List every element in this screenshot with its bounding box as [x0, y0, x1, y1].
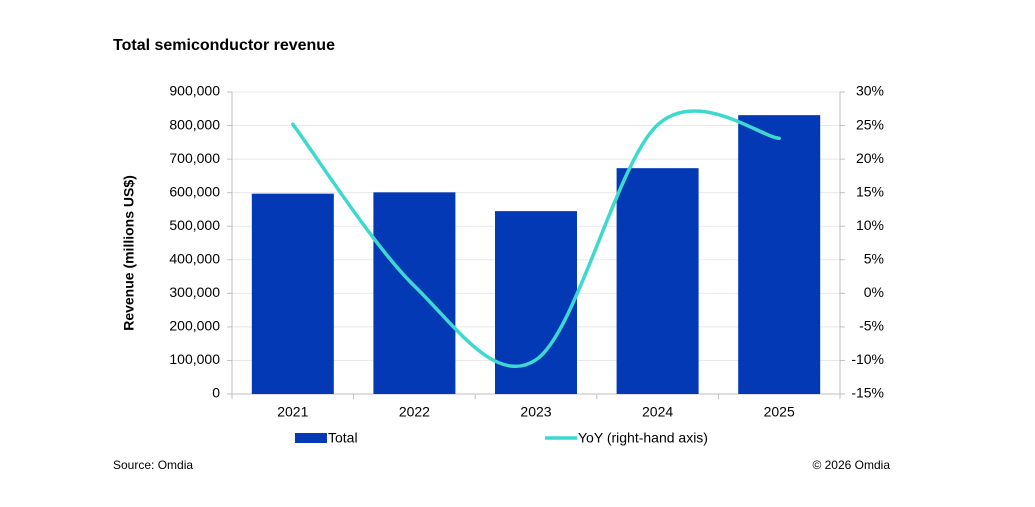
source: Source: Omdia [113, 458, 193, 472]
y-tick-label: 600,000 [169, 183, 220, 199]
bar [738, 115, 821, 395]
legend-label: YoY (right-hand axis) [578, 430, 708, 446]
legend-swatch [295, 433, 327, 443]
y-tick-label: 200,000 [169, 318, 220, 334]
x-tick-label: 2021 [277, 404, 308, 420]
y2-tick-label: 0% [864, 284, 884, 300]
legend-label: Total [328, 430, 358, 446]
y-tick-label: 700,000 [169, 150, 220, 166]
y-tick-label: 0 [212, 385, 220, 401]
y2-tick-label: -10% [851, 351, 884, 367]
x-tick-label: 2025 [764, 404, 795, 420]
bar [251, 193, 334, 394]
y-tick-label: 100,000 [169, 351, 220, 367]
y-tick-label: 800,000 [169, 116, 220, 132]
x-tick-label: 2023 [520, 404, 551, 420]
y2-tick-label: 15% [856, 183, 884, 199]
y-tick-label: 300,000 [169, 284, 220, 300]
chart-title: Total semiconductor revenue [113, 37, 335, 54]
y2-tick-label: -15% [851, 385, 884, 401]
y-tick-label: 500,000 [169, 217, 220, 233]
y2-tick-label: 25% [856, 116, 884, 132]
y2-tick-label: 5% [864, 250, 884, 266]
y2-tick-label: 20% [856, 150, 884, 166]
y-tick-label: 400,000 [169, 250, 220, 266]
bar [373, 192, 456, 394]
x-tick-label: 2024 [642, 404, 673, 420]
copyright: © 2026 Omdia [812, 458, 890, 472]
yoy-line [291, 109, 781, 368]
bar [495, 211, 577, 394]
bar [616, 168, 699, 394]
y-tick-label: 900,000 [169, 83, 220, 99]
x-tick-label: 2022 [399, 404, 430, 420]
y2-tick-label: -5% [859, 318, 884, 334]
y-axis-title: Revenue (millions US$) [121, 175, 137, 331]
y2-tick-label: 10% [856, 217, 884, 233]
y2-tick-label: 30% [856, 83, 884, 99]
